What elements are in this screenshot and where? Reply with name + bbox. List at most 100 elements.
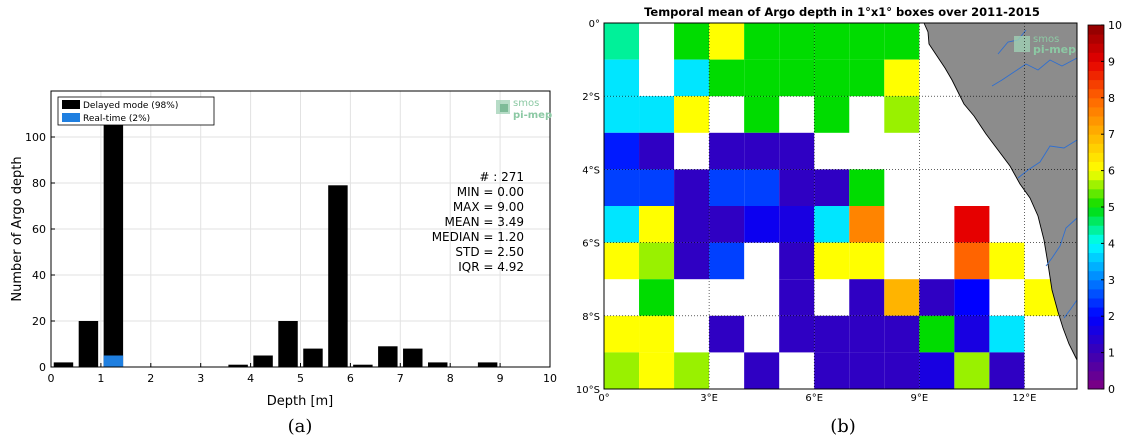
y-tick-label: 60 xyxy=(32,223,46,236)
legend-label-delayed: Delayed mode (98%) xyxy=(83,101,178,111)
bar-delayed-mode xyxy=(328,185,348,367)
heatmap-cell xyxy=(639,315,675,353)
heatmap-cell xyxy=(849,279,885,316)
lon-label: 6°E xyxy=(805,393,823,404)
legend-swatch-realtime xyxy=(62,113,80,122)
heatmap-cell xyxy=(814,206,850,243)
heatmap-cell xyxy=(989,315,1025,353)
x-axis-label: Depth [m] xyxy=(267,394,334,409)
river-2 xyxy=(1017,139,1078,179)
heatmap-cell xyxy=(604,352,640,389)
x-tick-label: 2 xyxy=(147,372,154,385)
bar-delayed-mode xyxy=(278,321,298,367)
heatmap-cell xyxy=(779,23,815,60)
map-logo: smos pi-mep xyxy=(1014,34,1076,56)
colorbar-segment xyxy=(1088,243,1104,253)
colorbar-segment xyxy=(1088,207,1104,217)
heatmap-cell xyxy=(744,206,780,243)
colorbar-segment xyxy=(1088,379,1104,390)
heatmap-cell xyxy=(744,59,780,97)
colorbar-segment xyxy=(1088,279,1104,290)
heatmap-cell xyxy=(639,169,675,206)
colorbar-segment xyxy=(1088,34,1104,44)
caption-b: (b) xyxy=(830,416,856,437)
stat-min: MIN = 0.00 xyxy=(457,185,524,199)
heatmap-cell xyxy=(604,132,640,170)
heatmap-cell xyxy=(709,169,745,206)
colorbar-segment xyxy=(1088,197,1104,208)
stat-std: STD = 2.50 xyxy=(455,245,524,259)
colorbar-segment xyxy=(1088,307,1104,317)
colorbar-tick-label: 4 xyxy=(1108,237,1115,250)
heatmap-cell xyxy=(919,352,955,389)
heatmap-cell xyxy=(709,23,745,60)
river-1 xyxy=(991,57,1078,87)
colorbar-segment xyxy=(1088,61,1104,71)
colorbar-segment xyxy=(1088,125,1104,135)
colorbar: 0 1 2 3 4 5 6 7 8 9 10 xyxy=(1087,19,1122,396)
map-logo-line1: smos xyxy=(1033,34,1059,45)
colorbar-segment xyxy=(1088,152,1104,162)
colorbar-segment xyxy=(1088,261,1104,272)
y-tick-label: 100 xyxy=(25,131,46,144)
heatmap-cell xyxy=(744,132,780,170)
lon-label: 12°E xyxy=(1012,393,1036,404)
logo-mark-inner xyxy=(500,104,508,112)
heatmap-cell xyxy=(884,279,920,316)
heatmap-cell xyxy=(779,242,815,280)
y-axis-label: Number of Argo depth xyxy=(10,156,25,301)
heatmap-cell xyxy=(604,315,640,353)
colorbar-tick-label: 1 xyxy=(1108,347,1115,360)
colorbar-segment xyxy=(1088,43,1104,53)
heatmap-cell xyxy=(814,59,850,97)
heatmap-cell xyxy=(884,315,920,353)
bar-delayed-mode xyxy=(353,364,373,367)
colorbar-segment xyxy=(1088,79,1104,90)
heatmap-cell xyxy=(604,23,640,60)
lat-label: 4°S xyxy=(582,165,600,176)
map-axis-labels: 0° 3°E 6°E 9°E 12°E 0° 2°S 4°S 6°S 8°S 10°S xyxy=(576,19,1037,404)
colorbar-segment xyxy=(1088,298,1104,308)
colorbar-tick-label: 0 xyxy=(1108,383,1115,396)
colorbar-tick-label: 6 xyxy=(1108,165,1115,178)
colorbar-segment xyxy=(1088,25,1104,35)
heatmap-cell xyxy=(849,23,885,60)
heatmap-cell xyxy=(884,352,920,389)
lat-label: 10°S xyxy=(576,385,600,396)
lon-label: 9°E xyxy=(910,393,928,404)
y-tick-label: 0 xyxy=(39,361,46,374)
heatmap-cell xyxy=(779,279,815,316)
lat-label: 6°S xyxy=(582,239,600,250)
colorbar-segment xyxy=(1088,361,1104,372)
river-5 xyxy=(1063,299,1078,319)
heatmap-cell xyxy=(674,242,710,280)
heatmap-cell xyxy=(639,96,675,133)
colorbar-tick-label: 5 xyxy=(1108,201,1115,214)
river-3 xyxy=(1045,217,1078,267)
heatmap-cell xyxy=(779,169,815,206)
smos-pimep-logo: smos pi-mep xyxy=(496,98,552,121)
x-tick-label: 0 xyxy=(48,372,55,385)
colorbar-segment xyxy=(1088,370,1104,381)
heatmap-cell xyxy=(849,206,885,243)
bar-delayed-mode xyxy=(53,362,74,367)
heatmap-cell xyxy=(639,132,675,170)
heatmap-cell xyxy=(639,206,675,243)
heatmap-cell xyxy=(674,352,710,389)
lat-label: 0° xyxy=(589,19,600,30)
bar-delayed-mode xyxy=(477,362,498,367)
legend-swatch-delayed xyxy=(62,100,80,109)
heatmap-cell xyxy=(954,242,990,280)
map-title: Temporal mean of Argo depth in 1°x1° box… xyxy=(644,5,1040,19)
y-tick-label: 20 xyxy=(32,315,46,328)
heatmap-cell xyxy=(954,206,990,243)
heatmap-cell xyxy=(674,23,710,60)
stat-count: # : 271 xyxy=(479,170,524,184)
x-tick-label: 5 xyxy=(297,372,304,385)
heatmap-cell xyxy=(604,206,640,243)
caption-a: (a) xyxy=(288,416,313,437)
river-4 xyxy=(997,29,1027,55)
heatmap-cell xyxy=(604,169,640,206)
heatmap-cell xyxy=(779,315,815,353)
x-tick-label: 3 xyxy=(197,372,204,385)
